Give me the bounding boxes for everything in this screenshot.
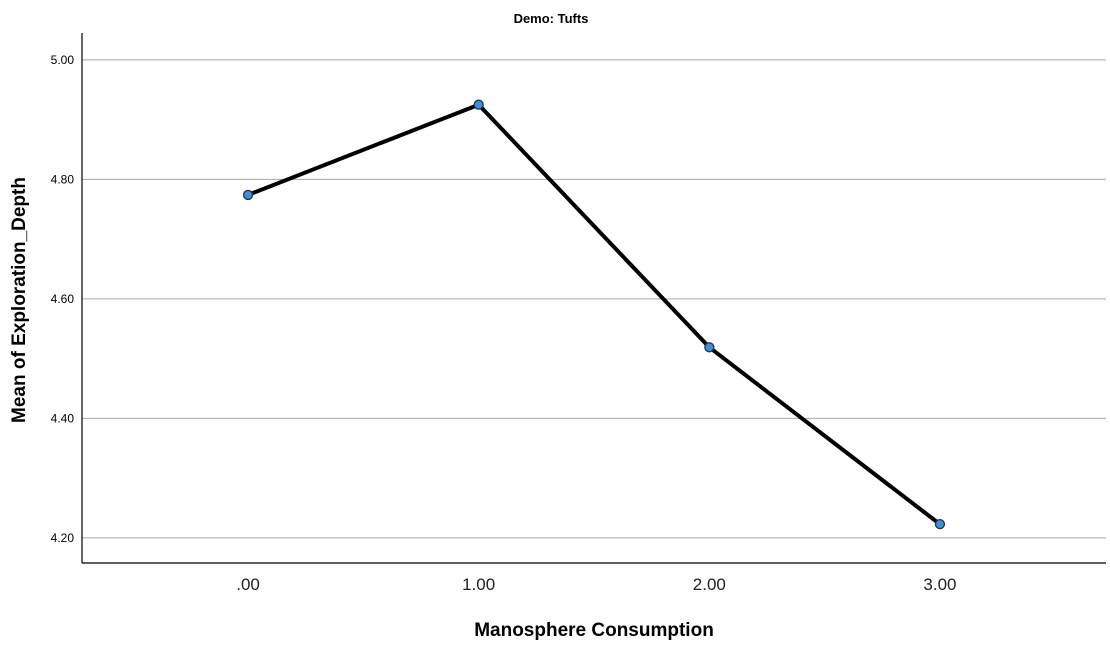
y-tick-label: 4.80: [51, 172, 75, 186]
y-tick-label: 4.20: [51, 531, 75, 545]
axes: [81, 33, 1106, 564]
data-points: [242, 99, 946, 530]
x-tick-label: 2.00: [693, 575, 726, 594]
x-axis-title: Manosphere Consumption: [474, 620, 714, 641]
series-line: [246, 102, 942, 527]
x-tick-label: .00: [236, 575, 260, 594]
data-point: [242, 189, 254, 201]
y-tick-labels: 4.20 4.40 4.60 4.80 5.00: [51, 53, 75, 545]
x-tick-label: 1.00: [462, 575, 495, 594]
y-tick-label: 5.00: [51, 53, 75, 67]
chart-title: Demo: Tufts: [514, 11, 589, 26]
y-tick-label: 4.60: [51, 292, 75, 306]
x-tick-labels: .00 1.00 2.00 3.00: [236, 575, 956, 594]
x-tick-label: 3.00: [923, 575, 956, 594]
data-point: [934, 519, 946, 530]
y-axis-title: Mean of Exploration_Depth: [9, 177, 30, 423]
data-point: [704, 342, 715, 353]
data-point: [473, 99, 484, 110]
y-tick-label: 4.40: [51, 411, 75, 425]
gridlines: [82, 59, 1106, 539]
series-line-group: [246, 102, 942, 527]
